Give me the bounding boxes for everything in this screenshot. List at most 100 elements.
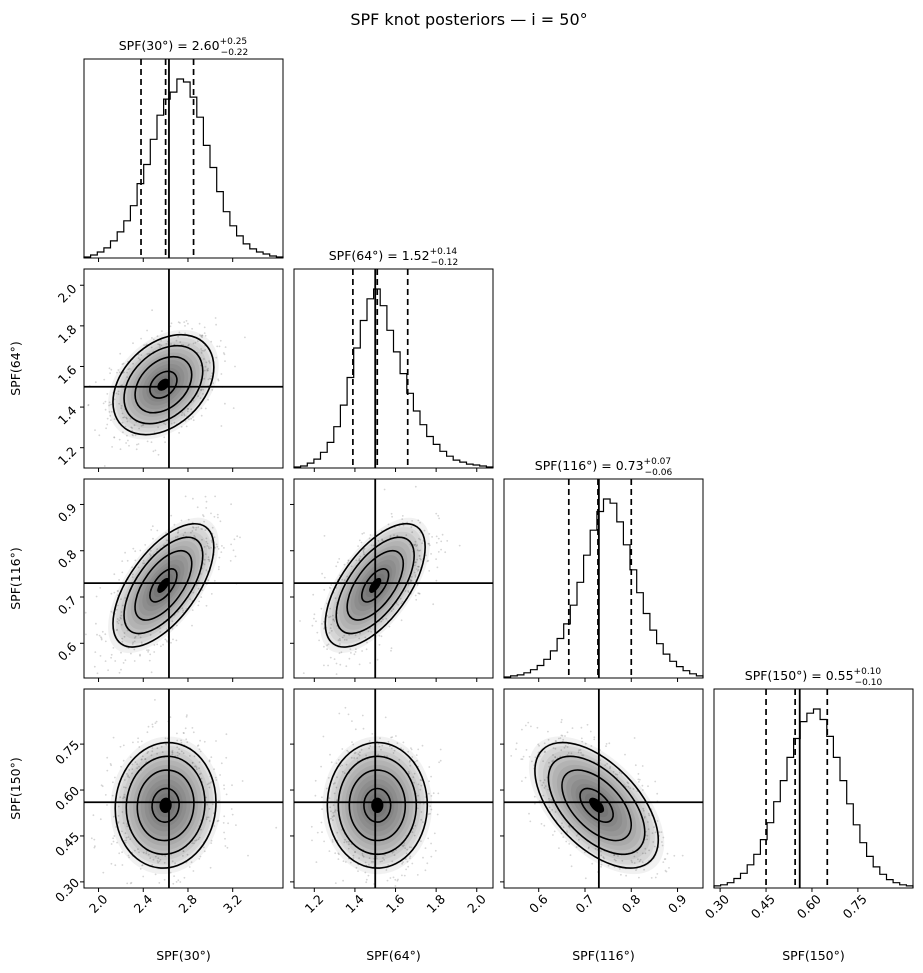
sample-point xyxy=(342,860,345,863)
sample-point xyxy=(353,757,356,759)
sample-point xyxy=(200,335,203,337)
sample-point xyxy=(343,563,346,566)
sample-point xyxy=(94,845,96,848)
sample-point xyxy=(544,750,546,753)
sample-point xyxy=(199,334,201,336)
sample-point xyxy=(171,753,174,756)
sample-point xyxy=(329,627,332,629)
sample-point xyxy=(142,851,145,854)
sample-point xyxy=(343,772,346,775)
sample-point xyxy=(329,607,331,610)
title-minus-error: −0.22 xyxy=(221,48,249,58)
x-tick-label-spf30: 2.4 xyxy=(131,891,156,916)
sample-point xyxy=(94,429,96,431)
sample-point xyxy=(660,831,663,833)
sample-point xyxy=(120,765,122,768)
sample-point xyxy=(399,597,402,600)
sample-point xyxy=(329,753,331,756)
sample-point xyxy=(326,644,328,647)
sample-point xyxy=(636,851,639,854)
sample-point xyxy=(320,821,323,824)
sample-point xyxy=(395,735,397,737)
sample-point xyxy=(600,854,603,857)
sample-point xyxy=(330,817,332,820)
sample-point xyxy=(437,514,440,517)
marginal-spf64 xyxy=(293,269,494,468)
sample-point xyxy=(208,808,211,810)
sample-point xyxy=(171,860,174,863)
sample-point xyxy=(335,786,338,789)
sample-point xyxy=(193,534,196,537)
sample-point xyxy=(393,854,396,856)
sample-point xyxy=(122,371,125,374)
sample-point xyxy=(533,795,536,798)
sample-point xyxy=(128,856,131,859)
sample-point xyxy=(334,597,337,600)
sample-point xyxy=(415,568,418,570)
sample-point xyxy=(128,444,130,447)
sample-point xyxy=(198,773,201,776)
sample-point xyxy=(106,756,109,759)
sample-point xyxy=(87,404,90,406)
sample-point xyxy=(405,858,407,860)
sample-point xyxy=(345,639,348,641)
sample-point xyxy=(202,514,204,516)
sample-point xyxy=(365,648,368,651)
sample-point xyxy=(134,761,137,763)
sample-point xyxy=(387,740,390,743)
sample-point xyxy=(230,543,233,546)
sample-point xyxy=(213,825,216,827)
sample-point xyxy=(588,846,590,849)
sample-point xyxy=(102,402,105,405)
sample-point xyxy=(201,589,204,591)
sample-point xyxy=(352,743,355,746)
sample-point xyxy=(130,426,133,429)
sample-point xyxy=(218,345,221,348)
sample-point xyxy=(121,421,124,424)
sample-point xyxy=(411,520,413,522)
sample-point xyxy=(158,344,161,346)
sample-point xyxy=(202,515,205,518)
sample-point xyxy=(318,639,320,642)
sample-point xyxy=(637,778,640,781)
sample-point xyxy=(362,727,365,730)
sample-point xyxy=(197,587,200,590)
sample-point xyxy=(333,792,336,795)
sample-point xyxy=(327,643,330,646)
sample-point xyxy=(605,745,607,747)
sample-point xyxy=(223,353,226,356)
sample-point xyxy=(633,862,636,864)
sample-point xyxy=(339,663,342,666)
sample-point xyxy=(201,334,204,337)
sample-point xyxy=(225,793,228,796)
sample-point xyxy=(340,651,343,654)
sample-point xyxy=(171,749,174,752)
sample-point xyxy=(336,799,338,802)
marginal-spf116 xyxy=(503,479,704,678)
sample-point xyxy=(354,751,357,754)
sample-point xyxy=(368,537,371,540)
sample-point xyxy=(158,882,161,884)
sample-point xyxy=(578,749,580,752)
title-text: SPF(150°) = 0.55 xyxy=(745,668,854,683)
sample-point xyxy=(427,837,430,840)
sample-point xyxy=(96,633,98,636)
sample-point xyxy=(421,744,424,747)
sample-point xyxy=(134,559,137,562)
title-minus-error: −0.06 xyxy=(645,468,673,478)
sample-point xyxy=(127,439,129,442)
sample-point xyxy=(120,598,122,600)
contour-level-4 xyxy=(324,522,426,648)
sample-point xyxy=(658,831,661,833)
sample-point xyxy=(192,526,195,529)
sample-point xyxy=(121,560,124,562)
sample-point xyxy=(380,635,383,638)
sample-point xyxy=(123,632,126,634)
sample-point xyxy=(211,541,214,544)
sample-point xyxy=(359,632,361,635)
sample-point xyxy=(239,536,241,539)
sample-point xyxy=(314,779,317,782)
sample-point xyxy=(208,759,211,762)
sample-point xyxy=(195,766,198,769)
sample-point xyxy=(524,776,527,779)
